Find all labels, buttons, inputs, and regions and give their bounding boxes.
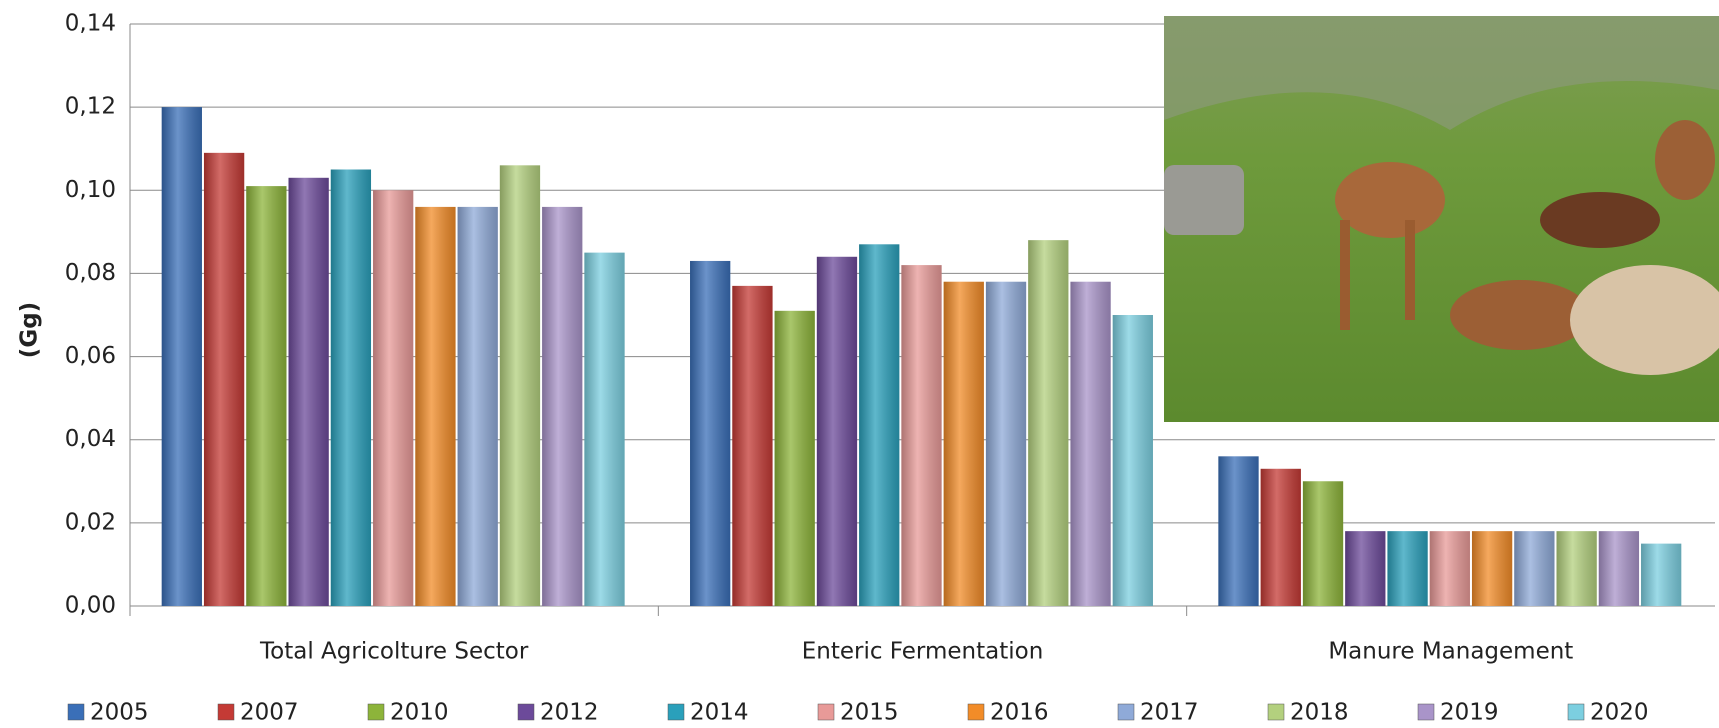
bar-shine [1260,468,1301,606]
legend-swatch [67,703,85,721]
legend-label: 2014 [690,700,749,726]
bar-shine [373,190,414,607]
bar-shine [288,177,329,607]
legend-swatch [667,703,685,721]
bar-shine [943,281,984,606]
legend-label: 2010 [390,700,449,726]
bar-shine [1556,531,1597,606]
y-tick-label: 0,02 [65,509,116,535]
legend-label: 2007 [240,700,299,726]
bar-shine [1302,481,1344,606]
bar-shine [1598,531,1640,606]
bar-shine [161,107,202,607]
legend-swatch [517,703,535,721]
plot-area: 0,00 0,02 0,04 0,06 0,08 0,10 0,12 0,14 Total Ag… [65,11,1715,665]
bar-shine [499,165,541,607]
bar-shine [1218,456,1259,606]
legend-swatch [1117,703,1135,721]
bar-shine [985,281,1027,606]
bar-shine [859,244,900,607]
bar-shine [1070,281,1111,606]
bar-shine [1514,531,1555,606]
x-tick-label: Manure Management [1328,639,1573,665]
legend-label: 2020 [1590,700,1649,726]
bar-shine [330,169,372,606]
y-tick-label: 0,08 [65,260,116,286]
legend-swatch [217,703,235,721]
legend-label: 2019 [1440,700,1499,726]
bar-shine [584,252,625,606]
bar-shine [1028,240,1069,606]
legend-label: 2018 [1290,700,1349,726]
photo [1164,16,1719,422]
legend-label: 2016 [990,700,1049,726]
bar-shine [542,206,583,606]
y-tick-label: 0,12 [65,94,116,120]
y-tick-label: 0,14 [65,11,116,37]
bar-shine [203,152,245,606]
x-tick-label: Enteric Fermentation [802,639,1044,665]
bar-shine [1429,531,1470,606]
legend-label: 2012 [540,700,599,726]
bar-shine [1387,531,1428,606]
bar-shine [1112,315,1153,606]
bar-shine [690,260,731,606]
legend-swatch [967,703,985,721]
bar-shine [1641,543,1682,606]
legend-swatch [1267,703,1285,721]
y-tick-label: 0,10 [65,177,116,203]
bar-shine [774,310,815,606]
bar-shine [732,285,773,606]
bar-shine [901,265,942,606]
legend-label: 2005 [90,700,149,726]
y-axis-label: (Gg) [17,302,43,358]
legend-swatch [1417,703,1435,721]
legend-label: 2017 [1140,700,1199,726]
y-tick-label: 0,04 [65,426,116,452]
bar-shine [1471,531,1513,606]
y-tick-label: 0,06 [65,343,116,369]
bar-shine [1345,531,1386,606]
bar-shine [457,206,498,606]
y-tick-label: 0,00 [65,593,116,619]
legend-label: 2015 [840,700,899,726]
bar-shine [246,186,287,606]
bar-shine [816,256,858,606]
x-tick-label: Total Agricolture Sector [259,639,529,665]
legend-swatch [1567,703,1585,721]
bar-shine [415,206,456,606]
legend-swatch [367,703,385,721]
legend-swatch [817,703,835,721]
